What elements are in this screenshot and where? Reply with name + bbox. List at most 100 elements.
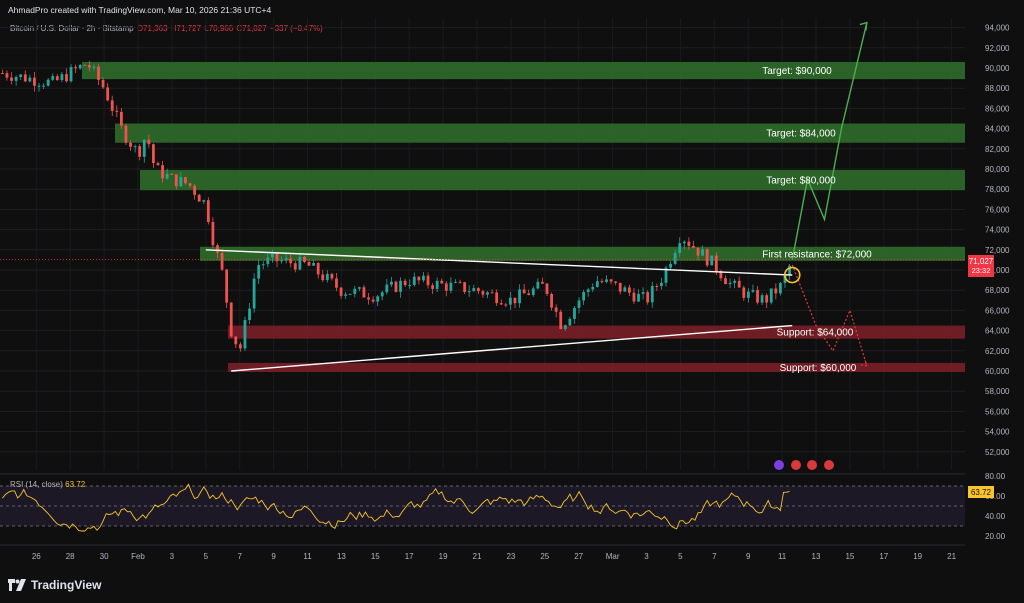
candle-down xyxy=(307,261,311,266)
time-tick-label: 28 xyxy=(66,552,75,561)
candle-up xyxy=(728,282,732,285)
price-tick-label: 62,000 xyxy=(985,347,1010,356)
bullish-projection-path xyxy=(791,22,868,261)
candle-down xyxy=(490,292,494,294)
rsi-panel[interactable]: 20.00 40.00 60.00 80.00 xyxy=(0,472,1006,541)
candle-down xyxy=(97,66,100,80)
candle-up xyxy=(376,296,380,302)
candle-up xyxy=(165,174,169,179)
time-tick-label: 19 xyxy=(439,552,448,561)
price-tick-label: 88,000 xyxy=(985,84,1010,93)
candle-down xyxy=(609,279,613,282)
candle-down xyxy=(545,283,549,295)
candle-down xyxy=(495,292,499,304)
time-tick-label: 30 xyxy=(100,552,109,561)
breakout-marker xyxy=(783,266,801,284)
change-value: −337 (−0.47%) xyxy=(269,24,323,33)
time-tick-label: 9 xyxy=(271,552,276,561)
candle-down xyxy=(550,294,553,308)
price-tick-label: 54,000 xyxy=(985,428,1010,437)
us-flag-event-icon[interactable] xyxy=(807,460,817,470)
candle-up xyxy=(380,292,384,297)
candle-down xyxy=(403,280,407,286)
time-tick-label: Mar xyxy=(606,552,620,561)
candle-down xyxy=(646,292,650,303)
candle-down xyxy=(65,74,68,82)
candle-up xyxy=(637,293,640,302)
zone-label: Support: $60,000 xyxy=(780,363,857,374)
time-tick-label: 5 xyxy=(678,552,683,561)
candle-down xyxy=(756,290,759,303)
candle-down xyxy=(499,303,503,305)
candle-up xyxy=(28,77,32,82)
candles xyxy=(1,60,791,352)
candle-down xyxy=(705,249,709,266)
price-axis[interactable]: 52,000 54,000 56,000 58,000 60,000 62,000 64,0… xyxy=(0,24,1010,457)
candle-up xyxy=(472,288,476,292)
candle-down xyxy=(184,177,187,184)
rsi-tick-label: 40.00 xyxy=(985,512,1006,521)
time-tick-label: 21 xyxy=(473,552,482,561)
candle-up xyxy=(390,281,393,285)
candle-up xyxy=(248,308,251,321)
candle-up xyxy=(641,292,645,294)
top-bar xyxy=(0,0,1024,18)
candle-down xyxy=(161,165,164,179)
zone-band xyxy=(228,325,965,339)
candle-up xyxy=(435,280,439,289)
candle-down xyxy=(362,287,366,298)
candle-up xyxy=(449,282,453,291)
us-flag-event-icon[interactable] xyxy=(824,460,834,470)
brand-name: TradingView xyxy=(31,578,102,592)
time-tick-label: 3 xyxy=(170,552,175,561)
candle-up xyxy=(577,300,581,308)
candle-down xyxy=(206,200,210,222)
time-axis[interactable]: 26 28 30 Feb 3 5 7 9 11 13 15 17 19 21 23 25 27 Mar 3 5 7 9 11… xyxy=(0,544,965,561)
candle-up xyxy=(14,77,18,81)
candle-up xyxy=(261,264,265,266)
candle-up xyxy=(669,263,672,268)
candle-down xyxy=(367,297,370,300)
candle-down xyxy=(87,65,91,68)
trendlines xyxy=(205,249,793,372)
last-price-text: 71,027 xyxy=(969,257,994,266)
close-value: C71,027 xyxy=(236,24,267,33)
candle-down xyxy=(316,262,320,275)
footer-brand[interactable]: TradingView xyxy=(8,577,101,593)
price-tick-label: 66,000 xyxy=(985,306,1010,315)
price-tick-label: 52,000 xyxy=(985,448,1010,457)
candle-down xyxy=(115,110,119,112)
price-tick-label: 68,000 xyxy=(985,286,1010,295)
dividend-event-icon[interactable] xyxy=(774,460,784,470)
candle-up xyxy=(42,85,45,87)
candle-up xyxy=(399,280,402,292)
price-tick-label: 56,000 xyxy=(985,407,1010,416)
zone-band xyxy=(115,123,965,143)
candle-up xyxy=(783,275,787,283)
rsi-legend: RSI (14, close) 63.72 xyxy=(10,480,85,489)
candle-down xyxy=(559,311,563,329)
bullish-arrow-head xyxy=(859,21,868,31)
price-tick-label: 70,000 xyxy=(985,266,1010,275)
candle-up xyxy=(760,295,764,303)
us-flag-event-icon[interactable] xyxy=(791,460,801,470)
zone-band xyxy=(82,61,965,80)
candle-down xyxy=(129,142,132,147)
event-icons[interactable] xyxy=(774,460,834,470)
time-tick-label: Feb xyxy=(131,552,145,561)
candle-up xyxy=(19,74,23,78)
low-value: L70,966 xyxy=(204,24,234,33)
price-tick-label: 64,000 xyxy=(985,327,1010,336)
time-tick-label: 21 xyxy=(947,552,956,561)
time-tick-label: 17 xyxy=(405,552,414,561)
time-tick-label: 11 xyxy=(778,552,787,561)
candle-down xyxy=(321,274,325,281)
zone-label: Target: $90,000 xyxy=(762,66,832,77)
candle-up xyxy=(69,67,73,82)
candle-down xyxy=(211,221,215,246)
price-tick-label: 58,000 xyxy=(985,387,1010,396)
zone-band xyxy=(140,170,965,191)
candle-up xyxy=(348,293,352,295)
candle-down xyxy=(275,253,279,262)
